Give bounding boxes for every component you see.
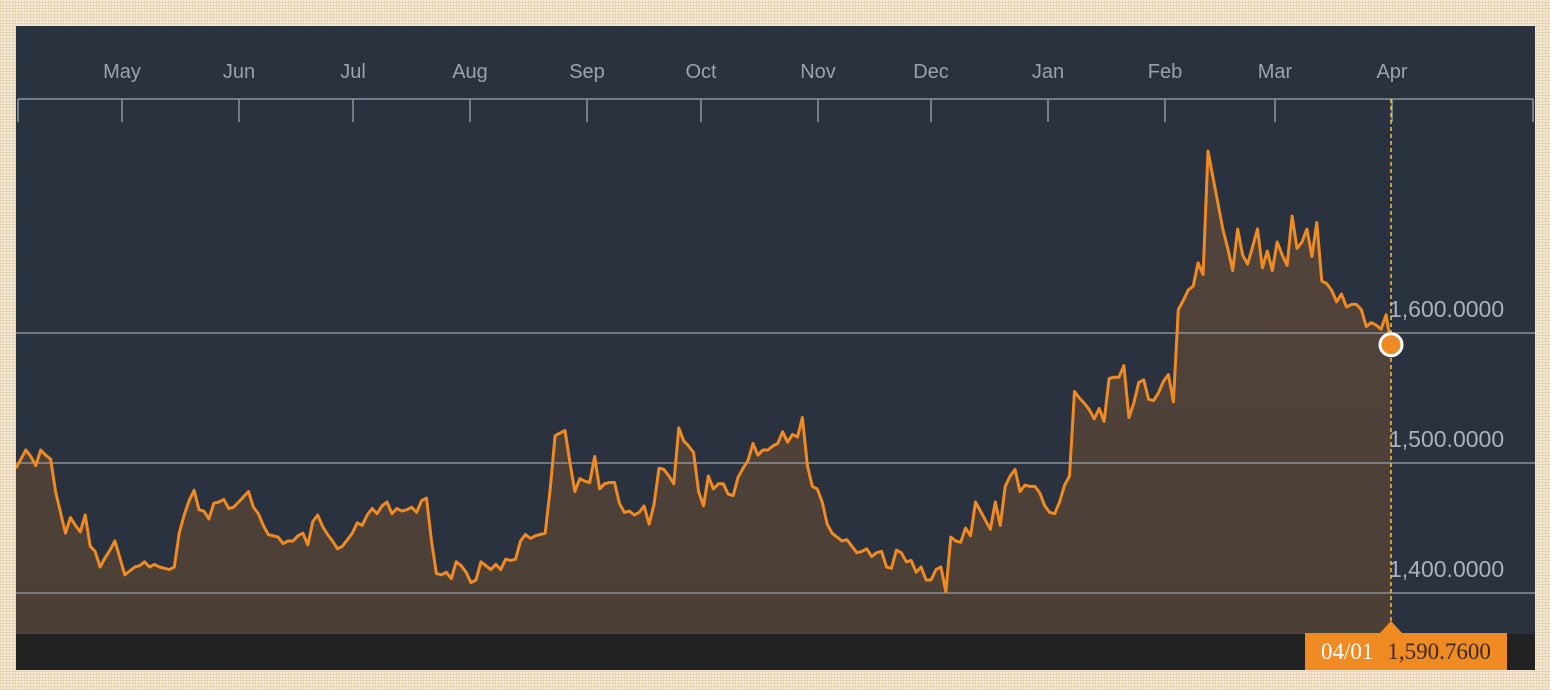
month-label-oct: Oct	[685, 61, 717, 83]
price-area	[16, 151, 1391, 634]
month-label-jan: Jan	[1032, 61, 1064, 83]
month-label-sep: Sep	[569, 61, 605, 83]
price-chart: May Jun Jul Aug Sep Oct Nov Dec Jan Feb Mar Apr 1,40…	[16, 61, 1535, 634]
y-tick-label-1600: 1,600.0000	[1389, 296, 1504, 322]
tooltip-value: 1,590.7600	[1387, 638, 1491, 664]
month-label-may: May	[103, 61, 141, 83]
month-label-aug: Aug	[452, 61, 488, 83]
last-point-marker	[1378, 332, 1404, 358]
tooltip-date: 04/01	[1321, 638, 1374, 664]
y-tick-label-1500: 1,500.0000	[1389, 426, 1504, 452]
month-label-dec: Dec	[913, 61, 949, 83]
month-label-nov: Nov	[800, 61, 836, 83]
month-label-jun: Jun	[223, 61, 255, 83]
chart-panel: May Jun Jul Aug Sep Oct Nov Dec Jan Feb Mar Apr 1,40…	[16, 26, 1535, 670]
tooltip-arrow	[1379, 621, 1403, 634]
range-navigator-strip	[16, 634, 1535, 670]
month-label-mar: Mar	[1258, 61, 1293, 83]
y-tick-label-1400: 1,400.0000	[1389, 556, 1504, 582]
value-tooltip: 04/01 1,590.7600	[1305, 633, 1507, 670]
month-label-jul: Jul	[340, 61, 366, 83]
price-line	[16, 149, 1393, 594]
month-label-feb: Feb	[1148, 61, 1182, 83]
month-label-apr: Apr	[1376, 61, 1407, 83]
